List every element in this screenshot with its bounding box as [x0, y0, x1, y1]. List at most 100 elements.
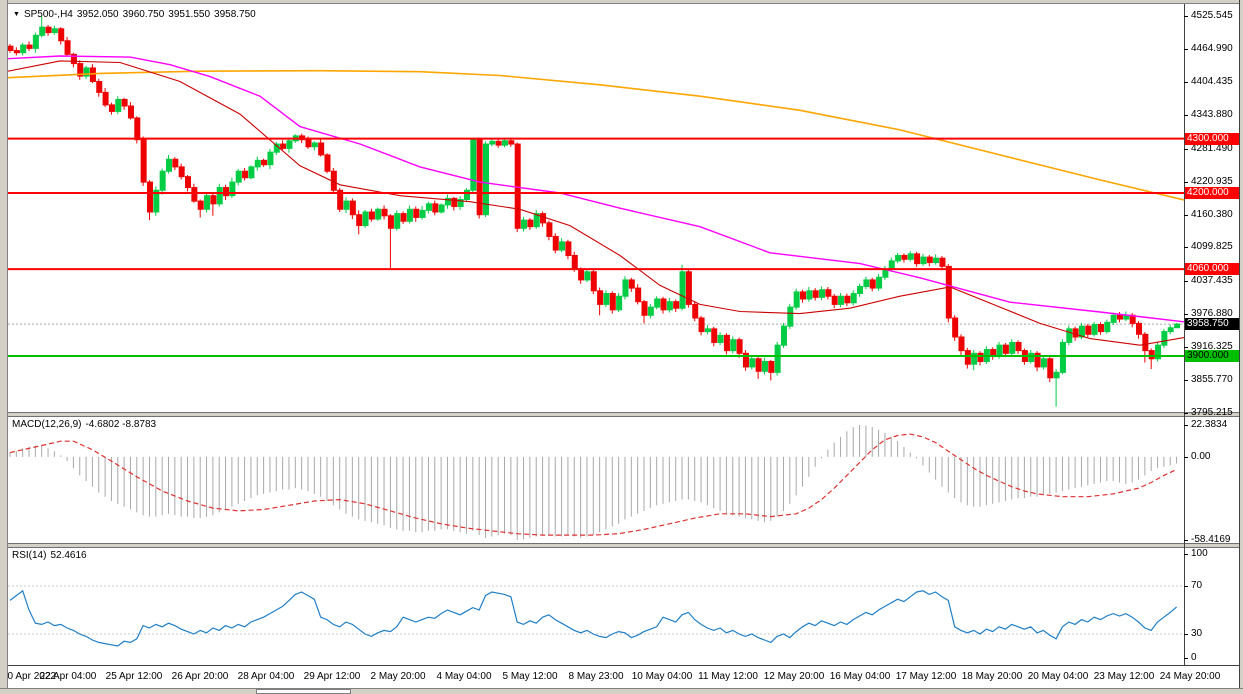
time-axis-label: 17 May 12:00	[895, 671, 957, 682]
candle-body	[349, 200, 356, 216]
high-value: 3960.750	[122, 9, 165, 20]
axis-tick	[1184, 182, 1188, 183]
candle-body	[698, 317, 705, 333]
time-axis-label: 11 May 12:00	[698, 671, 758, 682]
candle-body	[552, 235, 559, 251]
candle-body	[64, 40, 71, 55]
candle-body	[286, 140, 293, 149]
time-axis-label: 20 May 04:00	[1027, 671, 1089, 682]
axis-tick	[1184, 586, 1188, 587]
panel-divider[interactable]	[0, 412, 1239, 417]
candle-body	[197, 200, 204, 210]
ma-fast-line	[8, 60, 1184, 346]
axis-tick	[1184, 115, 1188, 116]
time-axis-label: 8 May 23:00	[568, 671, 624, 682]
candle-body	[666, 301, 673, 311]
candle-body	[939, 257, 946, 267]
rsi-axis-label: 30	[1191, 628, 1203, 639]
candle-body	[140, 139, 147, 183]
candle-body	[819, 289, 826, 298]
axis-tick	[1184, 314, 1188, 315]
rsi-panel-chart[interactable]	[8, 548, 1184, 664]
candle-body	[58, 28, 65, 42]
candle-body	[1053, 371, 1060, 379]
time-axis-label: 25 Apr 12:00	[105, 671, 163, 682]
candle-body	[907, 253, 914, 260]
time-axis-label: 23 May 12:00	[1093, 671, 1155, 682]
candle-body	[635, 287, 642, 303]
candle-body	[825, 289, 832, 297]
candle-body	[311, 142, 318, 148]
candle-body	[210, 195, 217, 205]
candle-body	[1072, 328, 1079, 338]
rsi-value: 52.4616	[50, 550, 87, 561]
axis-tick	[1184, 16, 1188, 17]
candle-body	[647, 306, 654, 316]
candle-body	[108, 104, 115, 112]
price-axis-label: 3795.215	[1191, 407, 1233, 418]
time-axis-label: 29 Apr 12:00	[303, 671, 361, 682]
candle-body	[876, 276, 883, 289]
candle-body	[235, 170, 242, 183]
candle-body	[70, 53, 77, 65]
candle-body	[508, 140, 515, 145]
candle-body	[711, 328, 718, 343]
candle-body	[438, 204, 445, 213]
candle-body	[717, 334, 724, 343]
main-price-chart[interactable]	[8, 8, 1184, 412]
candle-body	[457, 198, 464, 208]
candle-body	[559, 241, 566, 251]
time-axis-label: 26 Apr 20:00	[171, 671, 229, 682]
candle-body	[489, 140, 496, 145]
candle-body	[39, 26, 46, 36]
candle-body	[204, 195, 211, 210]
candle-body	[362, 211, 369, 227]
candle-body	[229, 181, 236, 197]
macd-axis-label: 22.3834	[1191, 419, 1228, 430]
candle-body	[1034, 352, 1041, 368]
candle-body	[127, 105, 134, 119]
candle-body	[1002, 344, 1009, 354]
candle-body	[1167, 327, 1174, 333]
candle-body	[761, 360, 768, 372]
candle-body	[565, 241, 572, 256]
candle-body	[502, 140, 509, 146]
level-price-badge: 4060.000	[1185, 263, 1239, 275]
rsi-line	[9, 589, 1177, 647]
price-axis-label: 4343.880	[1191, 109, 1233, 120]
current-price-badge: 3958.750	[1185, 318, 1239, 330]
candle-body	[1104, 321, 1111, 333]
panel-divider[interactable]	[0, 543, 1239, 548]
candle-body	[603, 293, 610, 305]
time-axis-label: 28 Apr 04:00	[237, 671, 295, 682]
scrollbar-thumb[interactable]	[256, 689, 351, 694]
candle-body	[964, 350, 971, 365]
candle-body	[1174, 323, 1181, 329]
candle-body	[584, 271, 591, 281]
chart-marker-icon: ▼	[13, 11, 20, 18]
candle-body	[609, 293, 616, 311]
candle-body	[375, 208, 382, 220]
candle-body	[1040, 358, 1047, 368]
candle-body	[673, 301, 680, 309]
candle-body	[533, 213, 540, 228]
candle-body	[521, 219, 528, 229]
candle-body	[540, 213, 547, 224]
candle-body	[933, 257, 940, 264]
price-axis-label: 4099.825	[1191, 241, 1233, 252]
candle-body	[1015, 341, 1022, 352]
candle-body	[102, 91, 109, 106]
candle-body	[242, 170, 249, 179]
symbol-period-label: SP500-,H4	[23, 9, 73, 20]
candle-body	[146, 181, 153, 213]
candle-body	[1078, 325, 1085, 338]
candle-body	[914, 253, 921, 265]
candle-body	[191, 187, 198, 202]
candle-body	[755, 358, 762, 372]
axis-tick	[1184, 425, 1188, 426]
candle-body	[444, 197, 451, 206]
macd-axis-label: -58.4169	[1191, 534, 1231, 545]
candle-body	[888, 260, 895, 270]
macd-panel-chart[interactable]	[8, 417, 1184, 543]
level-price-badge: 3900.000	[1185, 350, 1239, 362]
